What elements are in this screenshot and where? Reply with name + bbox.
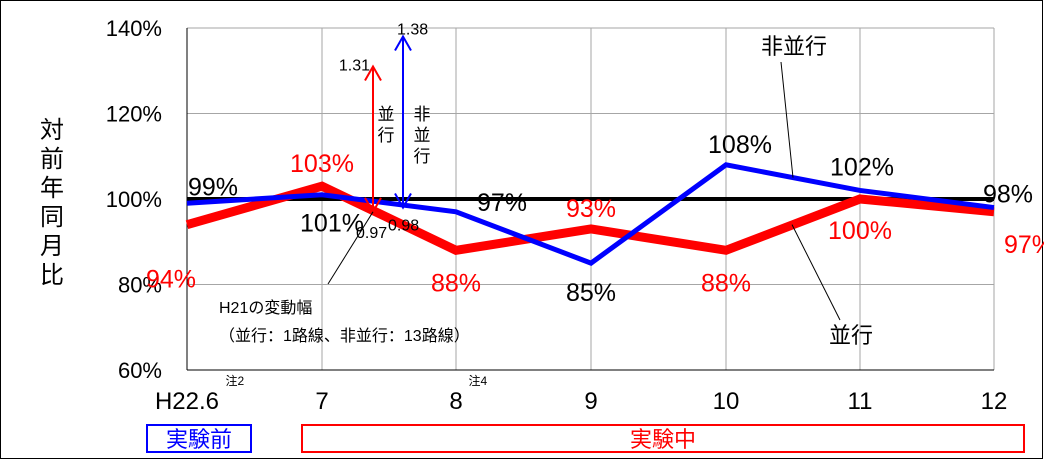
y-axis-label: 月 (40, 233, 64, 260)
callout-parallel-leader (791, 224, 841, 321)
data-label-nonparallel: 101% (300, 210, 364, 238)
range-note-line1: H21の変動幅 (219, 299, 312, 317)
x-tick-label: 7 (315, 388, 328, 415)
data-label-parallel: 94% (146, 266, 196, 294)
range-arrowhead-top (364, 64, 382, 81)
y-tick-label: 140% (106, 16, 162, 41)
range-arrow-label: 行 (378, 126, 395, 145)
x-tick-label: H22.6 (155, 388, 219, 415)
data-label-nonparallel: 97% (477, 189, 527, 217)
x-tick-note: 注4 (469, 373, 488, 388)
period-before-box (146, 424, 252, 453)
range-arrow-label: 並 (414, 126, 431, 145)
y-axis-label: 前 (40, 146, 64, 173)
y-tick-label: 120% (106, 102, 162, 127)
y-tick-label: 60% (118, 358, 162, 383)
y-axis-label: 比 (40, 262, 64, 289)
data-label-nonparallel: 98% (983, 181, 1033, 209)
range-arrowhead-bottom (394, 193, 412, 210)
callout-parallel-label: 並行 (829, 323, 873, 348)
data-label-parallel: 103% (290, 150, 354, 178)
data-label-parallel: 100% (828, 217, 892, 245)
y-axis-label: 年 (40, 175, 64, 202)
data-label-parallel: 88% (701, 269, 751, 297)
x-tick-note: 注2 (226, 373, 245, 388)
y-tick-label: 80% (118, 273, 162, 298)
y-axis-label: 対 (40, 117, 64, 144)
period-during-label: 実験中 (630, 427, 696, 452)
data-label-nonparallel: 85% (566, 279, 616, 307)
period-during-box (301, 424, 1025, 453)
x-tick-label: 8 (449, 388, 462, 415)
range-min-label: 0.98 (388, 218, 419, 235)
y-axis-label: 同 (40, 204, 64, 231)
range-min-label: 0.97 (356, 225, 387, 242)
range-max-label: 1.31 (339, 57, 370, 74)
range-arrowhead-top (394, 34, 412, 52)
range-arrow-label: 非 (414, 105, 431, 124)
data-label-parallel: 93% (566, 195, 616, 223)
series-nonparallel-line (186, 162, 995, 266)
range-note-leader (327, 211, 374, 285)
range-arrow-label: 並 (378, 105, 395, 124)
x-tick-label: 10 (713, 388, 740, 415)
data-label-nonparallel: 102% (830, 153, 894, 181)
x-tick-label: 12 (981, 388, 1008, 415)
data-label-parallel: 97% (1004, 231, 1044, 259)
y-tick-label: 100% (106, 187, 162, 212)
data-label-nonparallel: 108% (708, 131, 772, 159)
callout-nonparallel-label: 非並行 (761, 34, 827, 59)
range-note-line2: （並行：1路線、非並行：13路線） (219, 327, 470, 345)
range-arrow-label: 行 (414, 147, 431, 166)
callout-nonparallel-leader (780, 61, 794, 178)
range-max-label: 1.38 (397, 22, 428, 39)
data-label-parallel: 88% (431, 269, 481, 297)
x-tick-label: 9 (584, 388, 597, 415)
data-label-nonparallel: 99% (188, 173, 238, 201)
series-parallel-line (185, 181, 995, 255)
period-before-label: 実験前 (166, 427, 232, 452)
x-tick-label: 11 (848, 388, 873, 415)
